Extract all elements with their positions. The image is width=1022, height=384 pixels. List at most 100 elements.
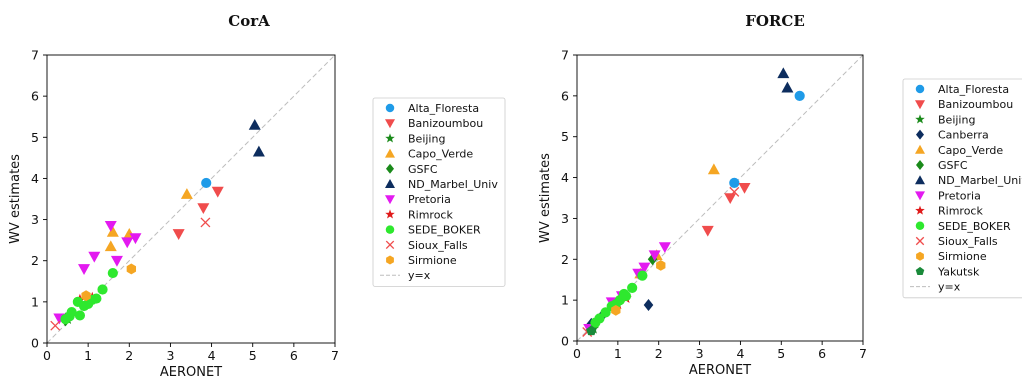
y-tick-label: 0: [31, 336, 39, 351]
legend-label-sioux-falls: Sioux_Falls: [938, 235, 998, 248]
x-tick-label: 1: [84, 348, 92, 363]
y-tick-label: 3: [31, 212, 39, 227]
x-stroke: [385, 240, 395, 250]
legend-label-sirmione: Sirmione: [408, 254, 457, 267]
y-tick-label: 2: [561, 252, 569, 267]
data-point: [180, 188, 193, 199]
legend-marker-pretoria: [385, 195, 395, 205]
legend-marker-beijing: [385, 133, 395, 143]
legend-label-alta-floresta: Alta_Floresta: [408, 102, 479, 115]
data-point: [647, 253, 658, 266]
legend-label-yakutsk: Yakutsk: [937, 265, 980, 278]
legend-marker-capo-verde: [385, 148, 395, 158]
legend-marker-canberra: [916, 129, 924, 140]
y-tick-label: 4: [561, 170, 569, 185]
series-capo-verde: [104, 188, 193, 252]
data-point: [611, 304, 621, 316]
legend-marker-gsfc: [916, 160, 924, 170]
legend-label-pretoria: Pretoria: [408, 193, 451, 206]
series-yakutsk: [586, 325, 597, 336]
legend-marker-sede-boker: [915, 221, 925, 231]
data-point: [172, 229, 185, 240]
data-point: [729, 186, 740, 197]
x-tick-label: 5: [249, 348, 257, 363]
legend-marker-gsfc: [386, 163, 394, 174]
legend-marker-capo-verde: [915, 144, 925, 154]
series-alta-floresta: [729, 90, 805, 188]
legend: Alta_Floresta Banizoumbou Beijing Canberra C…: [902, 78, 1022, 299]
y-tick-label: 6: [561, 88, 569, 103]
data-point: [74, 310, 86, 321]
x-tick-label: 7: [859, 346, 867, 361]
data-point: [656, 260, 666, 271]
data-point: [248, 118, 261, 130]
series-nd-marbel-univ: [248, 118, 265, 157]
y-axis-label: WV estimates: [8, 154, 23, 244]
x-tick-label: 1: [614, 346, 622, 361]
y-axis-label: WV estimates: [538, 153, 553, 243]
legend-marker-alta-floresta: [915, 84, 925, 94]
data-point: [197, 203, 210, 215]
data-point: [78, 264, 91, 275]
legend-marker-pretoria: [915, 191, 925, 201]
legend-label-rimrock: Rimrock: [938, 205, 983, 218]
data-point: [91, 293, 102, 304]
legend-label-sioux-falls: Sioux_Falls: [408, 239, 468, 252]
series-nd-marbel-univ: [777, 67, 794, 93]
data-point: [121, 237, 134, 249]
data-point: [781, 81, 794, 93]
y-tick-label: 7: [31, 48, 39, 63]
data-point: [110, 255, 123, 267]
x-tick-label: 5: [777, 346, 785, 361]
legend-marker-nd-marbel-univ: [385, 179, 395, 188]
data-point: [701, 225, 714, 237]
x-tick-label: 3: [696, 346, 704, 361]
legend-marker-alta-floresta: [385, 103, 395, 113]
x-tick-label: 0: [573, 346, 581, 361]
legend-label-pretoria: Pretoria: [938, 189, 981, 202]
legend-label-gsfc: GSFC: [938, 159, 968, 172]
data-point: [107, 267, 118, 279]
data-point: [794, 90, 805, 101]
series-banizoumbou: [701, 182, 751, 237]
legend-marker-rimrock: [915, 205, 925, 215]
legend-label-beijing: Beijing: [938, 113, 975, 126]
data-point: [586, 325, 597, 336]
data-point: [81, 290, 91, 302]
data-point: [200, 217, 211, 228]
x-stroke: [729, 186, 740, 197]
y-tick-label: 0: [561, 334, 569, 349]
chart-title: CorA: [228, 12, 270, 30]
legend-label-capo-verde: Capo_Verde: [938, 144, 1003, 157]
x-stroke: [200, 217, 211, 228]
y-tick-label: 5: [561, 129, 569, 144]
legend-label-canberra: Canberra: [938, 129, 989, 142]
x-tick-label: 7: [331, 348, 339, 363]
y-tick-label: 1: [561, 293, 569, 308]
data-point: [126, 263, 137, 275]
y-tick-label: 7: [561, 48, 569, 63]
legend-label-sede-boker: SEDE_BOKER: [938, 220, 1011, 233]
x-tick-label: 2: [655, 346, 663, 361]
series-sirmione: [81, 263, 137, 302]
data-point: [738, 182, 751, 194]
legend-marker-beijing: [915, 114, 925, 124]
data-point: [88, 251, 101, 263]
data-point: [638, 262, 651, 274]
series-gsfc: [647, 253, 658, 266]
data-point: [648, 250, 661, 262]
legend-label-nd-marbel-univ: ND_Marbel_Univ: [938, 174, 1022, 187]
legend-marker-yakutsk: [915, 266, 925, 276]
data-point: [66, 307, 77, 318]
legend-label-gsfc: GSFC: [408, 163, 438, 176]
legend-label-beijing: Beijing: [408, 132, 445, 145]
legend-marker-sioux-falls: [915, 236, 925, 246]
series-sioux-falls: [50, 217, 211, 331]
legend-marker-sirmione: [386, 255, 394, 265]
chart-force: FORCE 0 1 2 3 4 5 6 7 0 1 2 3 4 5 6 7 AERONET WV estimates…: [538, 12, 1022, 378]
data-point: [201, 177, 212, 189]
y-tick-label: 2: [31, 253, 39, 268]
legend-marker-banizoumbou: [385, 119, 395, 129]
legend-marker-banizoumbou: [915, 100, 925, 110]
